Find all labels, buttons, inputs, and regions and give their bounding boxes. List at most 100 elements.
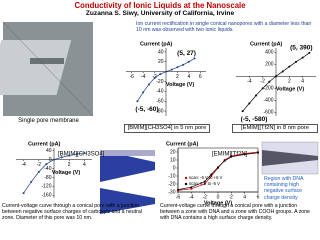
data-point — [177, 188, 179, 191]
y-tick-label: 0 — [173, 165, 176, 171]
data-point — [176, 66, 179, 69]
y-tick-label: 20 — [170, 149, 176, 155]
pore-sketch — [100, 150, 155, 214]
data-point — [257, 151, 259, 154]
data-point — [308, 51, 311, 54]
annotation: (-5, -60) — [135, 106, 158, 113]
photo-label: Single pore membrane — [18, 118, 79, 124]
data-point — [22, 192, 25, 195]
data-point — [190, 187, 193, 190]
data-point — [68, 154, 71, 157]
dna-pore — [262, 150, 318, 166]
data-point — [182, 63, 185, 66]
data-point — [217, 166, 219, 169]
data-point — [193, 57, 196, 60]
y-tick-label: -20 — [168, 181, 175, 187]
x-axis-label: Voltage (V) — [276, 87, 304, 93]
data-point — [37, 170, 40, 173]
data-point — [210, 175, 213, 177]
intro: Ion current rectification in single coni… — [136, 21, 312, 34]
data-point — [147, 83, 150, 86]
y-tick-label: -200 — [263, 86, 273, 92]
caption: [BMIM][CH3SO4] in 5 nm pore — [124, 124, 210, 133]
caption: [EMIM][Tf2N] in 8 nm pore — [232, 124, 318, 133]
y-axis-label: Current (pA) — [28, 141, 61, 147]
x-tick-label: -2 — [152, 74, 157, 80]
y-tick-label: -120 — [41, 184, 51, 190]
data-point — [295, 60, 297, 63]
y-tick-label: -60 — [156, 99, 163, 105]
data-point — [165, 70, 167, 73]
y-tick-label: -30 — [168, 189, 175, 195]
data-point — [275, 75, 277, 78]
x-tick-label: 4 — [187, 74, 190, 80]
annotation: (5, 390) — [290, 45, 312, 52]
x-tick-label: -4 — [189, 194, 194, 200]
y-tick-label: 0 — [49, 157, 52, 163]
data-point — [153, 77, 156, 80]
caption: Current-voltage curve through a conical … — [160, 203, 310, 222]
x-tick-label: 4 — [301, 79, 304, 85]
data-point — [75, 153, 78, 156]
y-tick-label: -400 — [263, 98, 273, 104]
y-axis-label: Current (pA) — [140, 41, 173, 47]
legend-label: scan: -6 V to +6 V — [189, 175, 223, 180]
title: Conductivity of Ionic Liquids at the Nan… — [74, 1, 246, 10]
data-point — [60, 156, 63, 159]
y-tick-label: -600 — [263, 110, 273, 116]
data-point — [243, 153, 246, 156]
x-tick-label: -4 — [141, 74, 146, 80]
y-tick-label: 40 — [158, 49, 164, 55]
membrane — [0, 40, 72, 95]
note: Region with DNA containing high negative… — [264, 176, 304, 201]
x-tick-label: 4 — [83, 162, 86, 168]
legend-label: scan: 6 V to -6 V — [189, 181, 220, 186]
y-tick-label: -80 — [44, 175, 51, 181]
caption: Current-voltage curve through a conical … — [2, 203, 142, 222]
y-tick-label: 10 — [170, 157, 176, 163]
y-tick-label: -10 — [168, 173, 175, 179]
chart-label: [EMIM][Tf2N] — [212, 152, 248, 158]
y-tick-label: 400 — [265, 50, 274, 56]
y-tick-label: -40 — [44, 166, 51, 172]
x-tick-label: 4 — [243, 194, 246, 200]
data-point — [170, 68, 173, 71]
data-point — [159, 73, 162, 76]
x-tick-label: -4 — [21, 162, 26, 168]
data-point — [255, 94, 257, 97]
y-tick-label: 40 — [46, 148, 52, 154]
x-tick-label: -2 — [37, 162, 42, 168]
holder — [30, 58, 64, 64]
data-point — [268, 80, 271, 83]
y-axis-label: Current (pA) — [250, 41, 283, 47]
legend-swatch — [184, 176, 188, 180]
x-tick-label: -4 — [247, 79, 252, 85]
x-tick-label: -2 — [202, 194, 207, 200]
x-tick-label: -6 — [129, 74, 134, 80]
data-point — [210, 173, 213, 176]
y-tick-label: -160 — [41, 193, 51, 199]
x-axis-label: Voltage (V) — [52, 170, 80, 176]
y-tick-label: -80 — [156, 108, 163, 114]
x-axis-label: Voltage (V) — [204, 200, 232, 206]
data-point — [142, 91, 145, 94]
data-point — [203, 180, 206, 183]
data-point — [261, 87, 264, 90]
data-point — [223, 159, 226, 162]
x-tick-label: 2 — [68, 162, 71, 168]
chart-label: [BMIM][CH3SO4] — [58, 152, 105, 158]
data-point — [190, 186, 193, 189]
frame-line — [2, 21, 94, 117]
annotation: (5, 27) — [177, 50, 196, 57]
data-point — [248, 102, 251, 105]
data-point — [30, 180, 33, 183]
data-point — [203, 183, 206, 185]
data-point — [241, 110, 244, 113]
y-tick-label: 20 — [158, 59, 164, 65]
data-point — [187, 60, 190, 63]
y-axis-label: Current (pA) — [166, 141, 199, 147]
subtitle: Zuzanna S. Siwy, University of Californi… — [85, 10, 235, 17]
x-tick-label: 2 — [230, 194, 233, 200]
